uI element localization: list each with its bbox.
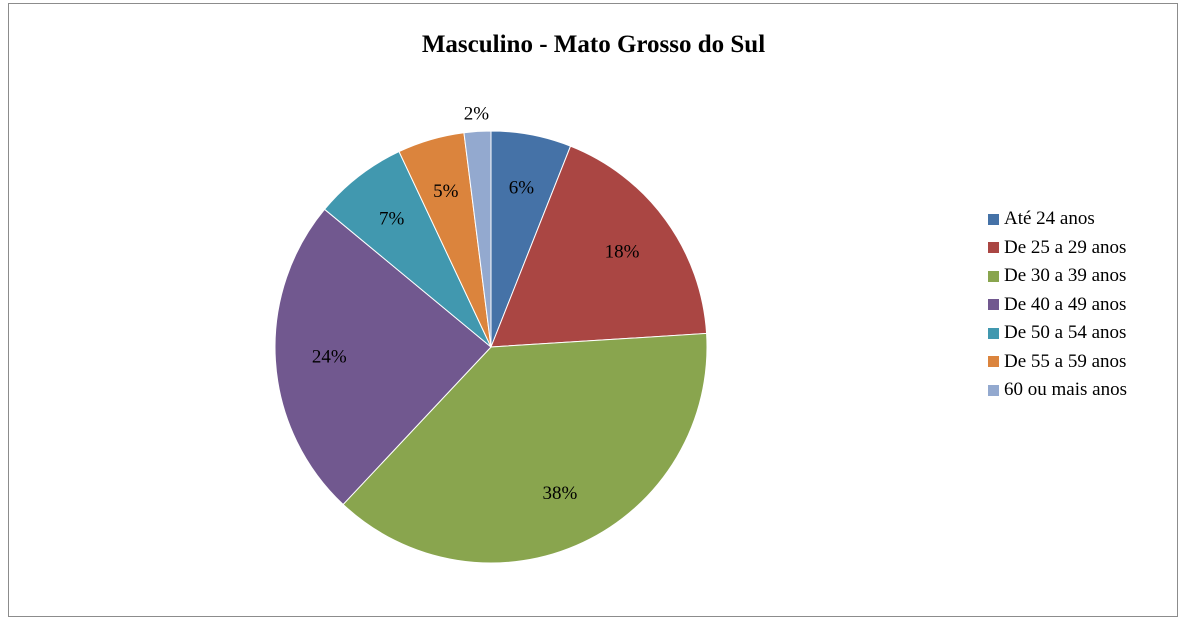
legend-label: Até 24 anos	[1004, 208, 1095, 230]
chart-legend: Até 24 anos De 25 a 29 anos De 30 a 39 ano…	[988, 205, 1127, 405]
pie-slice-2	[342, 332, 708, 564]
pie-slice-3	[274, 208, 492, 506]
legend-item-0: Até 24 anos	[988, 205, 1127, 234]
data-label-6: 2%	[464, 104, 490, 125]
legend-label: De 40 a 49 anos	[1004, 293, 1127, 315]
legend-swatch	[988, 356, 999, 368]
legend-item-5: De 55 a 59 anos	[988, 348, 1127, 377]
legend-swatch	[988, 270, 999, 282]
legend-label: De 25 a 29 anos	[1004, 236, 1127, 258]
data-label-4: 7%	[379, 208, 405, 229]
legend-swatch	[988, 327, 999, 339]
legend-swatch	[988, 213, 999, 225]
legend-item-1: De 25 a 29 anos	[988, 234, 1127, 263]
data-label-2: 38%	[543, 483, 578, 504]
legend-item-6: 60 ou mais anos	[988, 376, 1127, 405]
legend-swatch	[988, 299, 999, 311]
pie-slice-6	[463, 130, 492, 348]
legend-item-2: De 30 a 39 anos	[988, 262, 1127, 291]
legend-swatch	[988, 242, 999, 254]
legend-item-4: De 50 a 54 anos	[988, 319, 1127, 348]
legend-item-3: De 40 a 49 anos	[988, 291, 1127, 320]
chart-title: Masculino - Mato Grosso do Sul	[421, 31, 766, 58]
legend-label: De 50 a 54 anos	[1004, 322, 1127, 344]
legend-swatch	[988, 384, 999, 396]
data-label-1: 18%	[605, 241, 640, 262]
pie-slice-1	[490, 145, 708, 348]
data-label-5: 5%	[433, 181, 459, 202]
legend-label: De 30 a 39 anos	[1004, 265, 1127, 287]
legend-label: 60 ou mais anos	[1004, 379, 1127, 401]
legend-label: De 55 a 59 anos	[1004, 350, 1127, 372]
data-label-0: 6%	[509, 177, 535, 198]
data-label-3: 24%	[312, 347, 347, 368]
